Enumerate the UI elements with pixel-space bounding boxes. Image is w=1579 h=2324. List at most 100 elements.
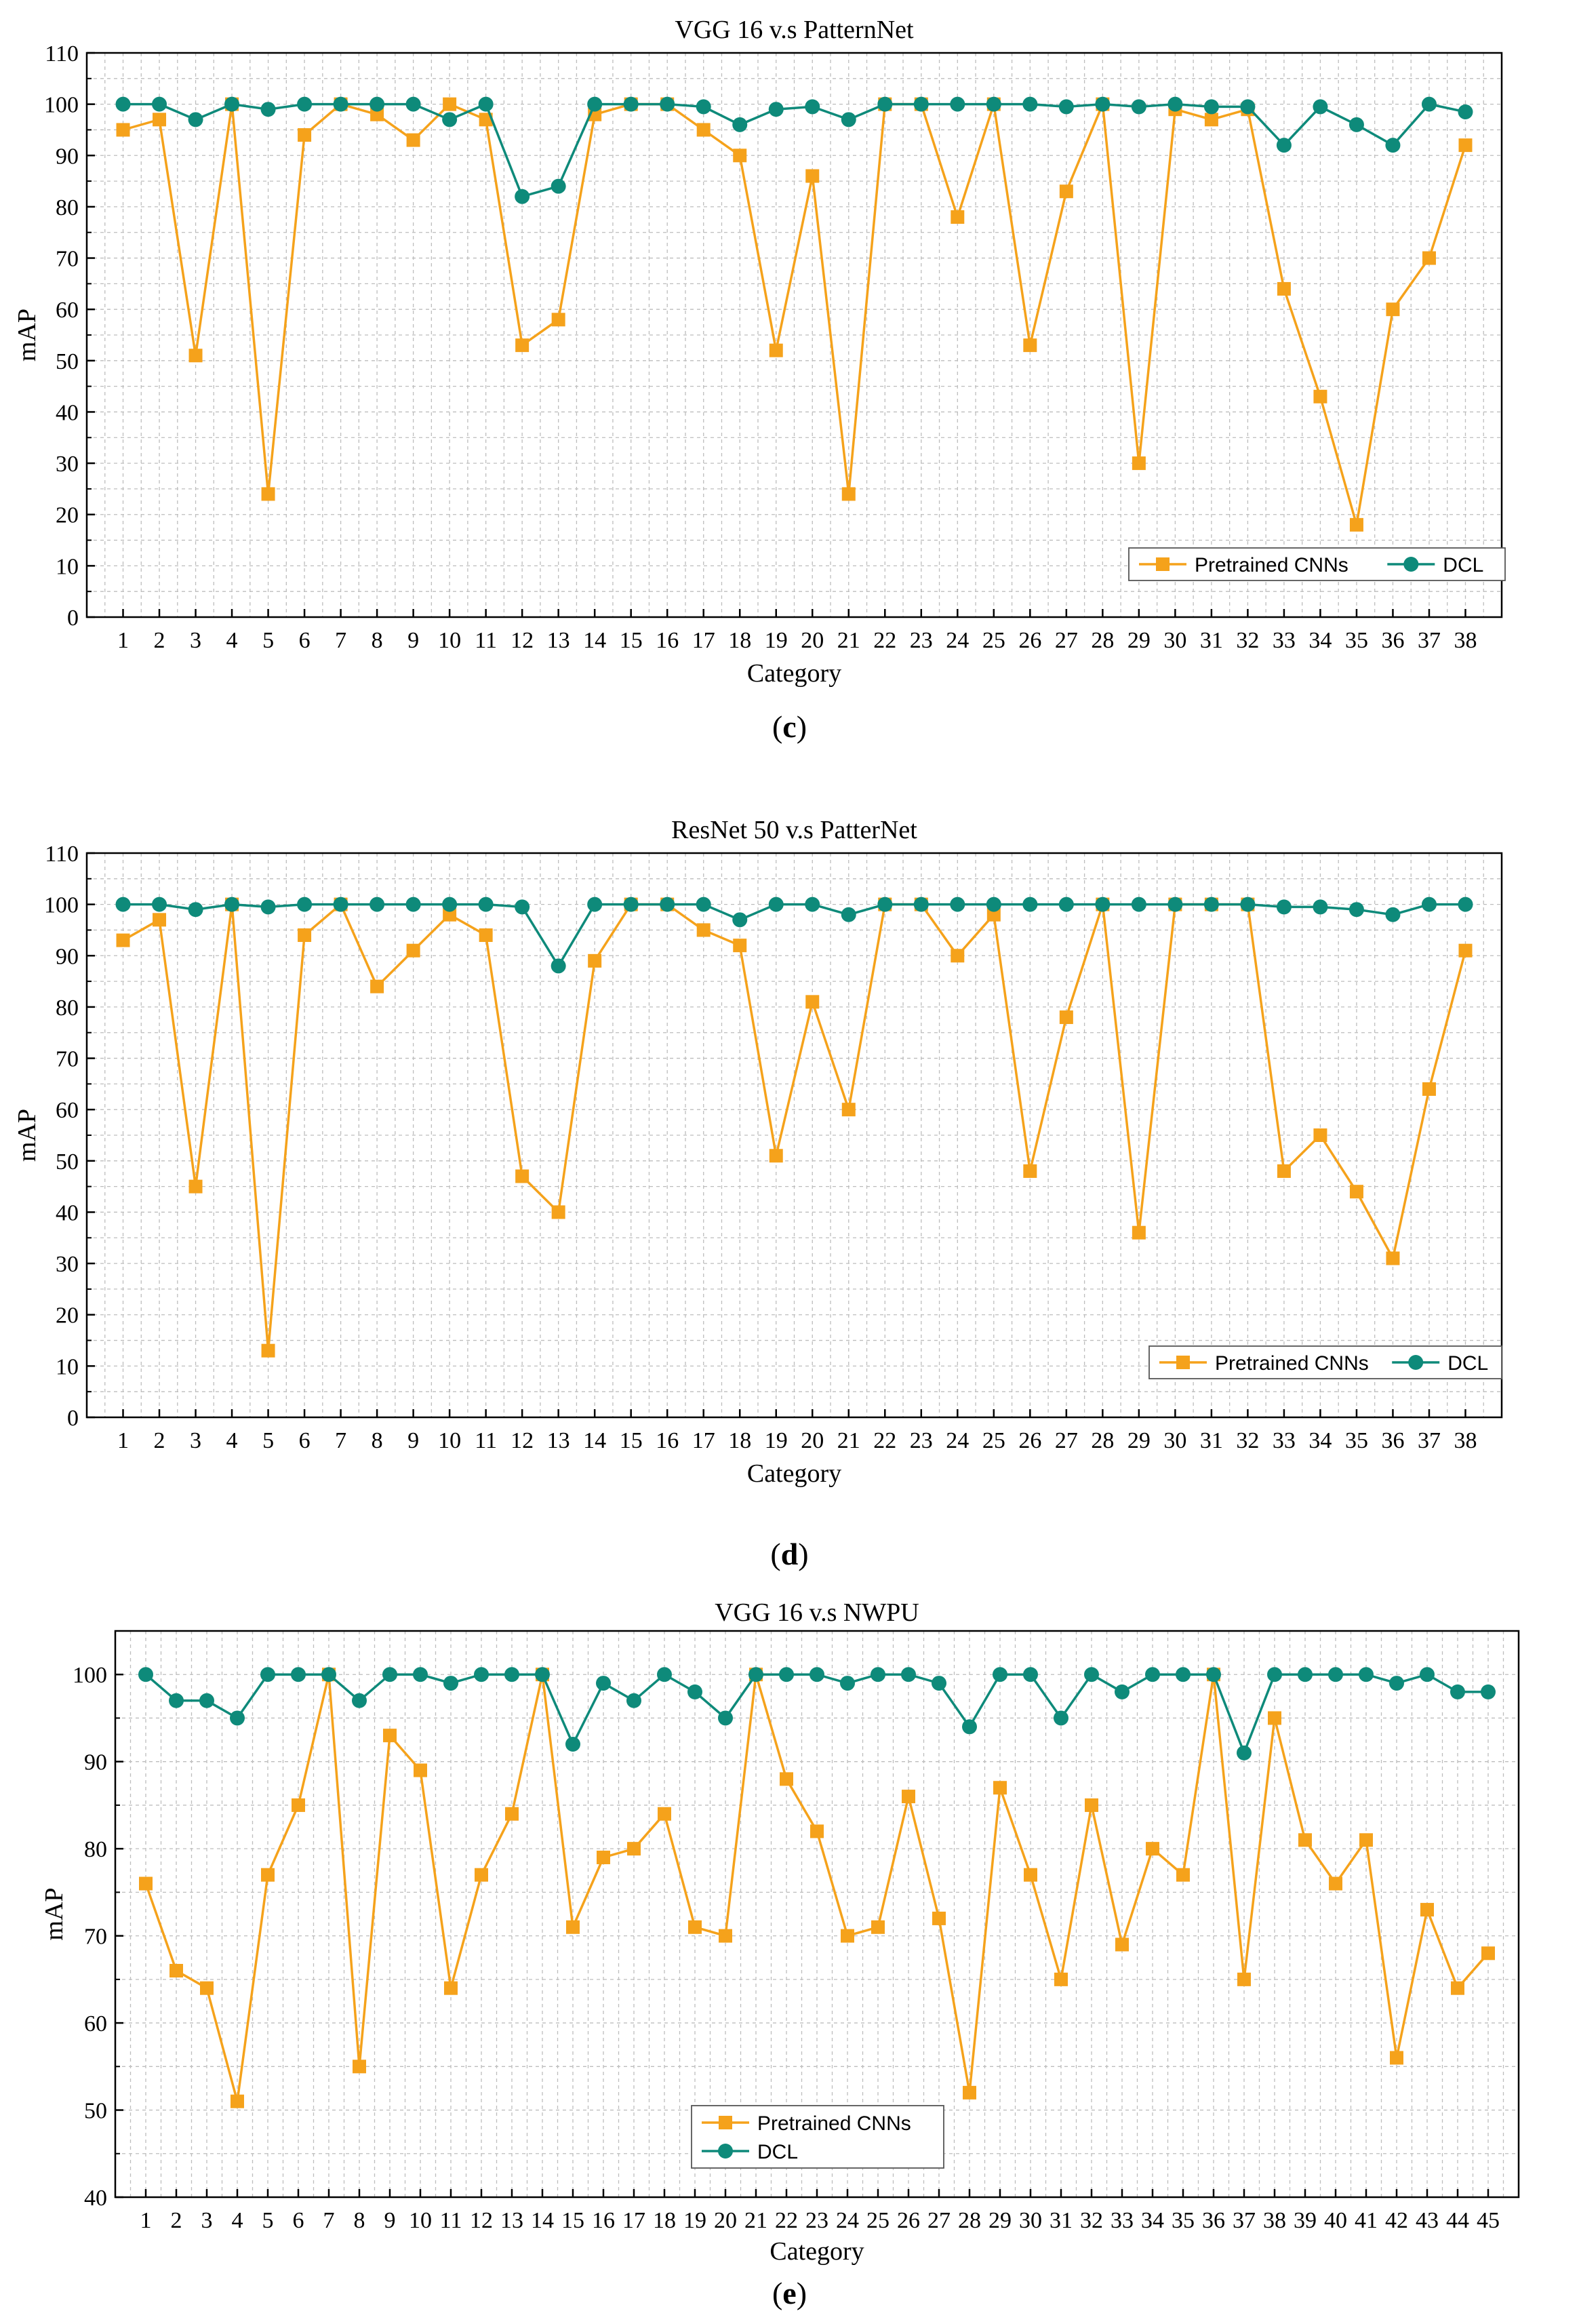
data-point-square <box>696 123 711 137</box>
data-point-circle <box>1022 897 1038 912</box>
data-point-square <box>298 928 312 943</box>
data-point-circle <box>986 96 1001 112</box>
data-point-circle <box>369 897 385 912</box>
data-point-circle <box>718 1710 733 1726</box>
x-tick-label: 10 <box>409 2208 432 2233</box>
y-tick-label: 80 <box>56 996 79 1021</box>
legend-label: Pretrained CNNs <box>1215 1352 1369 1375</box>
data-point-square <box>597 1851 610 1864</box>
y-tick-label: 110 <box>45 41 79 66</box>
x-tick-label: 25 <box>982 628 1005 653</box>
x-tick-label: 21 <box>837 1428 860 1453</box>
data-point-circle <box>405 96 421 112</box>
data-point-square <box>1386 1251 1400 1265</box>
x-axis-label: Category <box>769 2237 864 2266</box>
data-point-square <box>153 113 167 127</box>
data-point-square <box>1146 1842 1159 1856</box>
x-tick-label: 18 <box>728 628 751 653</box>
x-tick-label: 33 <box>1111 2208 1134 2233</box>
data-point-square <box>443 97 457 111</box>
data-point-square <box>261 1343 275 1358</box>
x-tick-label: 24 <box>946 1428 969 1453</box>
data-point-circle <box>950 897 965 912</box>
x-tick-label: 31 <box>1200 628 1223 653</box>
data-point-square <box>627 1842 641 1856</box>
y-tick-label: 50 <box>56 349 79 374</box>
x-tick-label: 27 <box>1055 628 1078 653</box>
data-point-square <box>188 349 203 363</box>
data-point-circle <box>986 897 1001 912</box>
x-tick-label: 14 <box>583 628 606 653</box>
chart-panel-d: 0 10 20 30 40 50 60 70 80 90 100 110 1 2 3 4 5 6 7 8 9 10 11 12… <box>0 800 1579 1600</box>
data-point-circle <box>1167 897 1183 912</box>
x-tick-label: 32 <box>1236 628 1259 653</box>
data-point-square <box>139 1876 153 1891</box>
x-tick-label: 12 <box>511 628 534 653</box>
x-tick-label: 1 <box>140 2208 152 2233</box>
x-axis: 1 2 3 4 5 6 7 8 9 10 11 12 13 14 15 16 17 18 19 20 21 22 23 24 2… <box>117 609 1477 653</box>
data-point-square <box>733 149 747 163</box>
y-axis-label: mAP <box>40 1887 68 1940</box>
data-point-circle <box>660 897 675 912</box>
x-tick-label: 7 <box>335 628 346 653</box>
data-point-square <box>200 1981 214 1995</box>
data-point-circle <box>260 1667 275 1682</box>
data-point-circle <box>1458 897 1473 912</box>
data-point-square <box>810 1824 824 1838</box>
data-point-circle <box>841 907 856 922</box>
data-point-circle <box>352 1693 367 1708</box>
x-tick-label: 28 <box>958 2208 981 2233</box>
data-point-circle <box>1131 897 1146 912</box>
y-tick-label: 50 <box>84 2099 107 2124</box>
y-tick-label: 110 <box>45 842 79 867</box>
legend: Pretrained CNNs DCL <box>691 2105 944 2169</box>
data-point-square <box>1115 1937 1129 1952</box>
data-point-circle <box>877 897 893 912</box>
data-point-circle <box>1058 897 1074 912</box>
x-tick-label: 17 <box>692 628 715 653</box>
data-point-square <box>1422 251 1436 265</box>
x-tick-label: 21 <box>837 628 860 653</box>
data-point-circle <box>748 1667 763 1682</box>
data-point-circle <box>1328 1667 1343 1682</box>
data-point-circle <box>660 96 675 112</box>
x-tick-label: 30 <box>1163 1428 1186 1453</box>
data-point-square <box>292 1798 305 1812</box>
legend: Pretrained CNNs DCL <box>1128 547 1506 581</box>
data-point-circle <box>962 1719 977 1735</box>
y-tick-label: 100 <box>44 893 79 918</box>
data-point-square <box>1132 1225 1146 1240</box>
data-point-square <box>153 913 167 927</box>
data-point-square <box>1329 1876 1342 1891</box>
x-tick-label: 4 <box>226 628 238 653</box>
data-point-square <box>841 1929 854 1943</box>
data-point-circle <box>115 897 131 912</box>
data-point-circle <box>413 1667 428 1682</box>
data-point-circle <box>877 96 893 112</box>
y-tick-label: 60 <box>84 2011 107 2036</box>
data-point-square <box>1059 1010 1073 1025</box>
series-dcl <box>115 96 1473 204</box>
legend-marker-square <box>1176 1356 1190 1369</box>
data-point-square <box>658 1807 671 1821</box>
x-tick-label: 13 <box>547 1428 570 1453</box>
data-point-square <box>551 313 565 327</box>
data-point-square <box>1204 113 1218 127</box>
x-axis: 1 2 3 4 5 6 7 8 9 10 11 12 13 14 15 16 17 18 19 20 21 22 23 24 2… <box>140 2189 1500 2233</box>
x-tick-label: 7 <box>335 1428 346 1453</box>
data-point-circle <box>1458 104 1473 119</box>
x-tick-label: 6 <box>293 2208 304 2233</box>
legend-label: Pretrained CNNs <box>757 2112 911 2135</box>
x-tick-label: 1 <box>117 1428 129 1453</box>
data-point-circle <box>1240 99 1256 115</box>
data-point-circle <box>657 1667 672 1682</box>
data-point-circle <box>779 1667 794 1682</box>
y-tick-label: 10 <box>56 554 79 579</box>
data-point-square <box>902 1790 915 1804</box>
x-tick-label: 30 <box>1019 2208 1042 2233</box>
data-point-circle <box>1421 96 1437 112</box>
x-tick-label: 33 <box>1273 628 1296 653</box>
data-point-circle <box>224 96 240 112</box>
